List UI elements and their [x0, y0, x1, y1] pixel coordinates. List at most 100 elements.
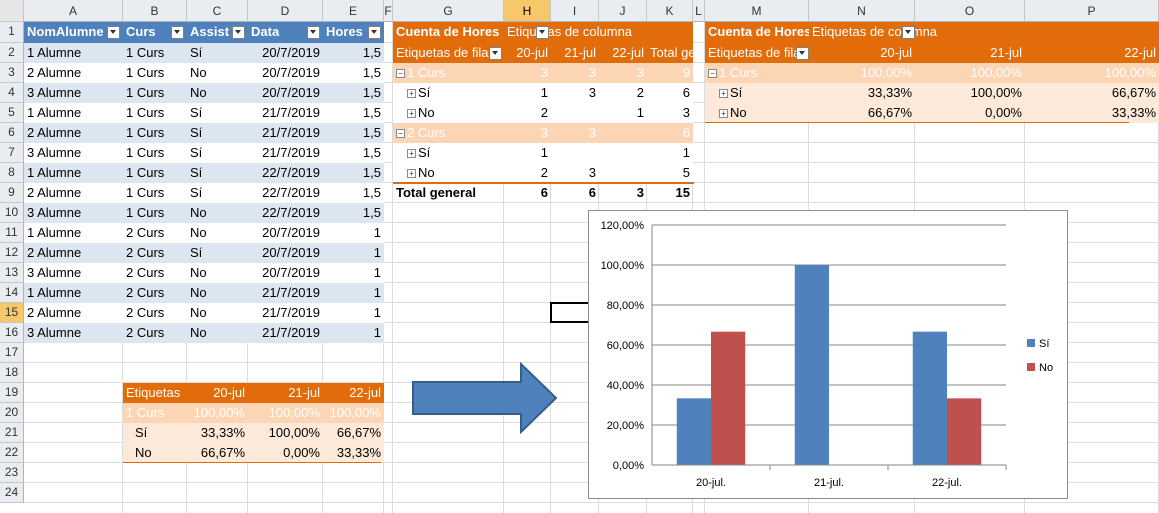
- table-cell[interactable]: 1: [323, 243, 384, 263]
- pivot-value[interactable]: 3: [647, 103, 693, 123]
- summary-header[interactable]: Etiquetas: [123, 383, 187, 403]
- table-cell[interactable]: No: [187, 323, 248, 343]
- summary-value[interactable]: 100,00%: [323, 403, 384, 423]
- table-cell[interactable]: 2 Curs: [123, 323, 187, 343]
- summary-value[interactable]: 100,00%: [187, 403, 248, 423]
- table-cell[interactable]: 1 Curs: [123, 163, 187, 183]
- table-cell[interactable]: 1,5: [323, 163, 384, 183]
- table-cell[interactable]: 1 Curs: [123, 143, 187, 163]
- table-cell[interactable]: Sí: [187, 163, 248, 183]
- summary-value[interactable]: 100,00%: [248, 423, 323, 443]
- expand-icon[interactable]: +: [407, 149, 416, 159]
- pivot-value[interactable]: 9: [647, 63, 693, 83]
- table-cell[interactable]: No: [187, 223, 248, 243]
- pivot-column-header[interactable]: 22-jul: [599, 43, 647, 63]
- row-header[interactable]: 7: [0, 143, 24, 163]
- table-cell[interactable]: 1 Alumne: [24, 103, 123, 123]
- table-cell[interactable]: 1,5: [323, 143, 384, 163]
- pivot-grand-total-value[interactable]: 15: [647, 183, 693, 203]
- pivot-value[interactable]: [551, 143, 599, 163]
- pivot-value[interactable]: 100,00%: [809, 63, 915, 83]
- pivot-item-row[interactable]: + Sí: [705, 83, 809, 103]
- table-cell[interactable]: Sí: [187, 243, 248, 263]
- pivot-column-header[interactable]: 21-jul: [551, 43, 599, 63]
- row-header[interactable]: 22: [0, 443, 24, 463]
- row-header[interactable]: 9: [0, 183, 24, 203]
- pivot-value[interactable]: 100,00%: [915, 83, 1025, 103]
- table-cell[interactable]: 21/7/2019: [248, 283, 323, 303]
- table-cell[interactable]: 21/7/2019: [248, 123, 323, 143]
- table-cell[interactable]: Sí: [187, 103, 248, 123]
- table-cell[interactable]: 2 Curs: [123, 263, 187, 283]
- table-cell[interactable]: No: [187, 203, 248, 223]
- column-header[interactable]: K: [647, 0, 693, 22]
- row-header[interactable]: 17: [0, 343, 24, 363]
- pivot-grand-total-label[interactable]: Total general: [393, 183, 504, 203]
- table-cell[interactable]: 2 Alumne: [24, 243, 123, 263]
- collapse-icon[interactable]: −: [396, 129, 405, 139]
- column-header[interactable]: L: [693, 0, 705, 22]
- table-cell[interactable]: 20/7/2019: [248, 43, 323, 63]
- pivot-value[interactable]: 66,67%: [809, 103, 915, 123]
- table-cell[interactable]: 3 Alumne: [24, 323, 123, 343]
- table-cell[interactable]: No: [187, 303, 248, 323]
- table-cell[interactable]: 2 Curs: [123, 223, 187, 243]
- pivot-value[interactable]: 66,67%: [1025, 83, 1159, 103]
- table-cell[interactable]: 3 Alumne: [24, 263, 123, 283]
- column-header[interactable]: H: [504, 0, 551, 22]
- table-cell[interactable]: 1 Alumne: [24, 163, 123, 183]
- table-cell[interactable]: 21/7/2019: [248, 143, 323, 163]
- row-header[interactable]: 10: [0, 203, 24, 223]
- pivot-item-row[interactable]: + No: [393, 103, 504, 123]
- table-cell[interactable]: 1,5: [323, 63, 384, 83]
- filter-dropdown-icon[interactable]: [489, 47, 502, 60]
- table-cell[interactable]: 1: [323, 283, 384, 303]
- table-cell[interactable]: 1 Curs: [123, 123, 187, 143]
- pivot-item-row[interactable]: + Sí: [393, 143, 504, 163]
- pivot-column-header[interactable]: Total general: [647, 43, 693, 63]
- pivot-value[interactable]: 33,33%: [1025, 103, 1159, 123]
- pivot-value[interactable]: 2: [599, 83, 647, 103]
- table-cell[interactable]: 20/7/2019: [248, 243, 323, 263]
- pivot-item-row[interactable]: + No: [393, 163, 504, 183]
- table-cell[interactable]: 3 Alumne: [24, 143, 123, 163]
- table-cell[interactable]: Sí: [187, 43, 248, 63]
- table-cell[interactable]: 2 Alumne: [24, 63, 123, 83]
- pivot-value[interactable]: 3: [504, 123, 551, 143]
- column-header[interactable]: D: [248, 0, 323, 22]
- table-cell[interactable]: Sí: [187, 143, 248, 163]
- filter-dropdown-icon[interactable]: [902, 26, 915, 39]
- summary-value[interactable]: 66,67%: [323, 423, 384, 443]
- table-cell[interactable]: No: [187, 83, 248, 103]
- pivot-item-row[interactable]: + No: [705, 103, 809, 123]
- table-cell[interactable]: 20/7/2019: [248, 63, 323, 83]
- column-header[interactable]: G: [393, 0, 504, 22]
- table-cell[interactable]: 1,5: [323, 203, 384, 223]
- table-header-assist[interactable]: Assist: [187, 22, 248, 43]
- clustered-column-chart[interactable]: 0,00% 20,00% 40,00% 60,00% 80,00% 100,00% 120,…: [588, 210, 1068, 499]
- column-header[interactable]: P: [1025, 0, 1159, 22]
- row-header[interactable]: 24: [0, 483, 24, 503]
- row-header[interactable]: 13: [0, 263, 24, 283]
- summary-item-row[interactable]: No: [123, 443, 187, 463]
- row-header[interactable]: 4: [0, 83, 24, 103]
- filter-dropdown-icon[interactable]: [368, 26, 381, 39]
- table-header-data[interactable]: Data: [248, 22, 323, 43]
- filter-dropdown-icon[interactable]: [307, 26, 320, 39]
- table-cell[interactable]: 1 Curs: [123, 103, 187, 123]
- filter-dropdown-icon[interactable]: [171, 26, 184, 39]
- table-cell[interactable]: 2 Curs: [123, 283, 187, 303]
- table-cell[interactable]: 3 Alumne: [24, 203, 123, 223]
- filter-dropdown-icon[interactable]: [536, 26, 549, 39]
- table-cell[interactable]: 1 Curs: [123, 203, 187, 223]
- table-cell[interactable]: 1,5: [323, 83, 384, 103]
- table-cell[interactable]: 1,5: [323, 183, 384, 203]
- pivot-column-header[interactable]: 22-jul: [1025, 43, 1159, 63]
- pivot-title[interactable]: Cuenta de Hores: [705, 22, 809, 43]
- pivot-value[interactable]: 6: [647, 83, 693, 103]
- pivot-value[interactable]: 5: [647, 163, 693, 183]
- column-header[interactable]: A: [24, 0, 123, 22]
- column-header[interactable]: J: [599, 0, 647, 22]
- pivot-value[interactable]: 3: [551, 163, 599, 183]
- table-cell[interactable]: 2 Curs: [123, 303, 187, 323]
